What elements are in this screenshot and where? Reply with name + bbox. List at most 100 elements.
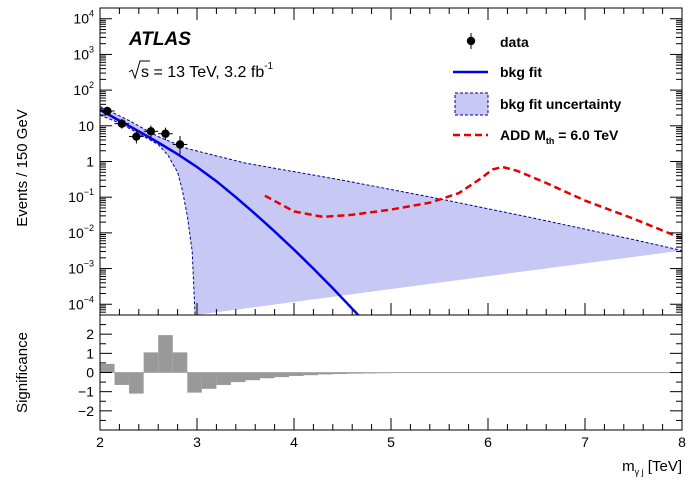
significance-bar <box>289 372 304 376</box>
x-tick-label: 3 <box>193 434 201 450</box>
y-tick-label: 10−3 <box>68 259 94 277</box>
main-y-ticks <box>100 7 682 316</box>
energy-rest: = 13 TeV, 3.2 fb <box>149 64 264 81</box>
legend-signal-rest: = 6.0 TeV <box>554 127 619 143</box>
energy-text: s = 13 TeV, 3.2 fb-1 <box>141 61 274 81</box>
experiment-label: ATLAS <box>128 29 191 50</box>
main-plot-area <box>100 105 682 315</box>
y-tick-exponent: 2 <box>89 80 94 90</box>
y-tick-base: 10 <box>73 46 89 62</box>
y-tick-label: 103 <box>73 44 94 62</box>
sig-y-axis-title: Significance <box>14 332 31 413</box>
data-point <box>114 119 130 129</box>
significance-bar <box>347 372 362 374</box>
x-tick-label: 2 <box>96 434 104 450</box>
data-point <box>129 129 144 144</box>
sig-y-tick-labels: −2 −1 0 1 2 <box>78 326 94 419</box>
significance-bar <box>172 352 188 373</box>
sig-y-tick-label: −2 <box>78 403 94 419</box>
y-tick-exponent: −1 <box>84 187 94 197</box>
significance-bar <box>274 372 290 378</box>
y-tick-label: 102 <box>73 80 94 98</box>
y-tick-label: 10−1 <box>68 187 94 205</box>
legend-signal-label: ADD Mth = 6.0 TeV <box>500 127 619 146</box>
sqrt-symbol <box>128 60 150 80</box>
x-tick-label: 5 <box>387 434 395 450</box>
band-upper-edge <box>100 105 682 251</box>
sig-y-tick-label: −1 <box>78 384 94 400</box>
significance-bar <box>230 372 246 383</box>
legend-signal-main: ADD M <box>500 127 546 143</box>
significance-bar <box>201 372 217 389</box>
y-tick-base: 10 <box>73 11 89 27</box>
y-tick-base: 10 <box>73 82 89 98</box>
y-tick-label: 10 <box>78 118 94 134</box>
y-tick-base: 10 <box>68 296 84 312</box>
significance-bar <box>260 372 275 379</box>
legend: data bkg fit bkg fit uncertainty ADD Mth = … <box>453 33 622 146</box>
y-tick-base: 10 <box>68 225 84 241</box>
data-marker <box>132 132 141 141</box>
significance-bar <box>158 335 173 373</box>
main-y-axis-title: Events / 150 GeV <box>14 109 31 227</box>
data-marker <box>175 140 185 149</box>
y-tick-exponent: 3 <box>89 44 94 54</box>
sig-y-tick-label: 0 <box>86 365 94 381</box>
x-axis-title-unit: [TeV] <box>644 458 682 475</box>
data-marker <box>161 129 170 138</box>
significance-bar <box>143 352 159 373</box>
band-lower-edge <box>100 114 196 315</box>
significance-bar <box>187 372 202 393</box>
sig-y-tick-label: 1 <box>86 345 94 361</box>
significance-bar <box>129 372 144 394</box>
x-tick-label: 6 <box>484 434 492 450</box>
significance-bar <box>332 372 348 375</box>
energy-sqrt-arg: s <box>141 64 149 81</box>
significance-bar <box>216 372 231 385</box>
y-tick-exponent: 4 <box>89 9 94 19</box>
sig-y-tick-label: 2 <box>86 326 94 342</box>
uncertainty-band <box>100 106 682 315</box>
significance-bar <box>245 372 261 381</box>
x-tick-label: 7 <box>581 434 589 450</box>
y-tick-base: 10 <box>68 261 84 277</box>
x-tick-label: 8 <box>678 434 686 450</box>
significance-panel: −2 −1 0 1 2 2 3 4 5 6 7 8 <box>78 314 686 450</box>
x-axis-title: mγ j [TeV] <box>622 458 682 477</box>
bkg-fit-line <box>100 108 360 315</box>
data-point <box>143 125 159 138</box>
main-x-ticks <box>99 8 683 315</box>
legend-band-swatch <box>454 92 489 116</box>
legend-fit-label: bkg fit <box>500 64 542 80</box>
y-tick-base: 10 <box>78 118 94 134</box>
legend-signal-sub: th <box>546 136 555 146</box>
text-layer: Events / 150 GeV Significance mγ j [TeV] AT… <box>14 29 682 477</box>
y-tick-label: 10−2 <box>68 223 94 241</box>
data-marker <box>146 127 156 136</box>
legend-data-label: data <box>500 34 529 50</box>
y-tick-base: 10 <box>68 189 84 205</box>
data-point <box>158 127 173 141</box>
data-point <box>172 135 188 155</box>
x-tick-labels: 2 3 4 5 6 7 8 <box>96 434 686 450</box>
significance-bar <box>100 363 115 373</box>
y-tick-exponent: −4 <box>84 294 94 304</box>
sig-ticks <box>99 314 683 431</box>
y-tick-base: 1 <box>86 154 94 170</box>
x-axis-title-sub: γ j <box>635 467 644 477</box>
x-axis-title-main: m <box>622 458 635 475</box>
y-tick-exponent: −3 <box>84 259 94 269</box>
signal-curve <box>264 165 682 240</box>
y-tick-label: 104 <box>73 9 94 27</box>
x-tick-label: 4 <box>290 434 298 450</box>
data-marker <box>117 119 127 128</box>
data-marker <box>103 106 112 116</box>
energy-sup: -1 <box>264 61 273 72</box>
significance-bar <box>303 372 319 376</box>
energy-label: s = 13 TeV, 3.2 fb-1 <box>128 60 274 81</box>
y-tick-exponent: −2 <box>84 223 94 233</box>
y-tick-label: 1 <box>86 154 94 170</box>
